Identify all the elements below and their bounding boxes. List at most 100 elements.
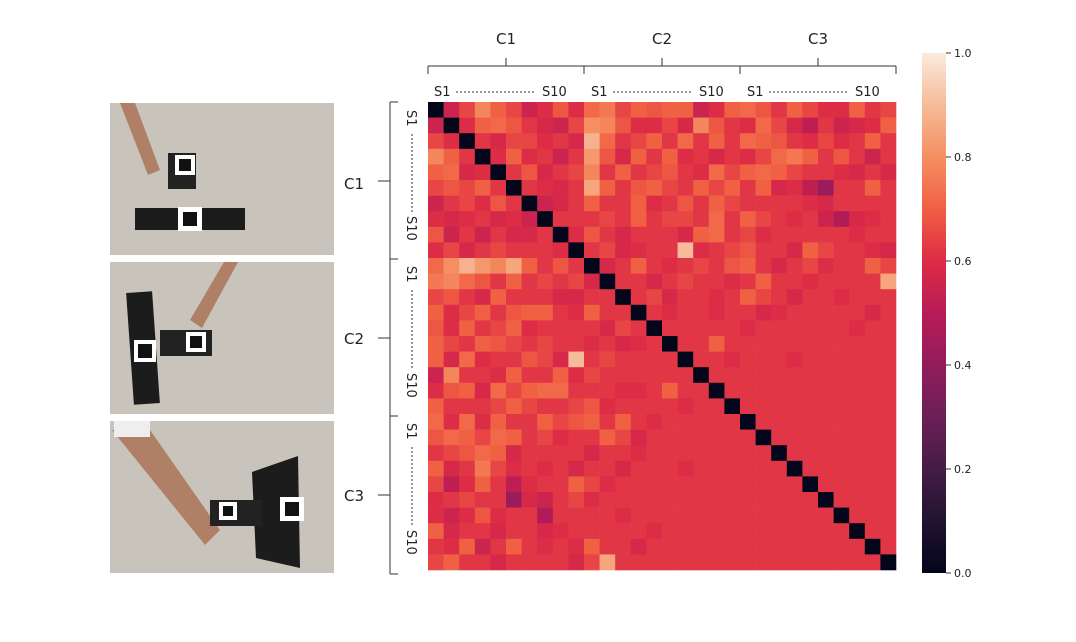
heatmap-cell: [786, 195, 803, 212]
heatmap-cell: [880, 289, 897, 306]
heatmap-cell: [880, 180, 897, 196]
heatmap-cell: [833, 398, 850, 415]
heatmap-cell: [802, 195, 819, 212]
heatmap-cell: [786, 507, 803, 524]
heatmap-cell: [771, 133, 788, 150]
heatmap-cell: [646, 148, 663, 165]
heatmap-cell: [615, 304, 632, 321]
heatmap-cell: [630, 523, 647, 540]
heatmap-cell: [584, 117, 600, 134]
heatmap-cell: [849, 242, 866, 259]
heatmap-cell: [849, 273, 866, 290]
heatmap-cell: [849, 460, 866, 477]
heatmap-cell: [615, 180, 632, 196]
heatmap-cell: [802, 460, 819, 477]
arm-shape: [190, 262, 238, 328]
heatmap-cell: [662, 211, 678, 228]
heatmap-cell: [646, 382, 663, 399]
heatmap-cell: [599, 258, 616, 274]
heatmap-cell: [864, 102, 881, 118]
heatmap-cell: [662, 414, 678, 430]
heatmap-cell: [428, 304, 444, 321]
heatmap-cell: [740, 164, 756, 181]
heatmap-cell: [599, 102, 616, 118]
heatmap-cell: [802, 398, 819, 415]
heatmap-cell: [646, 133, 663, 150]
heatmap-cell: [490, 195, 507, 212]
heatmap-cell: [771, 102, 788, 118]
heatmap-cell: [693, 429, 710, 446]
heatmap-cell: [615, 148, 632, 165]
heatmap-cell: [443, 429, 460, 446]
heatmap-cell: [646, 195, 663, 212]
heatmap-cell: [708, 507, 725, 524]
heatmap-cell: [880, 429, 897, 446]
heatmap-cell: [833, 445, 850, 462]
heatmap-cell: [880, 273, 897, 290]
heatmap-cell: [615, 523, 632, 540]
heatmap-cell: [693, 273, 710, 290]
heatmap-cell: [459, 133, 476, 150]
heatmap-cell: [677, 351, 694, 368]
heatmap-cell: [443, 258, 460, 274]
heatmap-cell: [615, 258, 632, 274]
row-subject-first-2: S1: [403, 266, 418, 283]
heatmap-cell: [459, 102, 476, 118]
heatmap-cell: [428, 460, 444, 477]
heatmap-cell: [755, 367, 772, 384]
heatmap-cell: [771, 242, 788, 259]
heatmap-cell: [490, 226, 507, 243]
heatmap-cell: [818, 523, 834, 540]
col-group-label-c1: C1: [496, 30, 516, 48]
heatmap-cell: [521, 351, 538, 368]
heatmap-cell: [864, 460, 881, 477]
heatmap-cell: [615, 211, 632, 228]
heatmap-cell: [615, 195, 632, 212]
heatmap-cell: [615, 226, 632, 243]
heatmap-cell: [521, 258, 538, 274]
heatmap-cell: [537, 523, 554, 540]
heatmap-cell: [584, 289, 600, 306]
heatmap-cell: [833, 211, 850, 228]
heatmap-cell: [771, 180, 788, 196]
heatmap-cell: [552, 289, 569, 306]
heatmap-cell: [864, 180, 881, 196]
heatmap-cell: [537, 102, 554, 118]
heatmap-cell: [552, 398, 569, 415]
heatmap-cell: [693, 180, 710, 196]
heatmap-cell: [755, 538, 772, 555]
heatmap-cell: [771, 148, 788, 165]
heatmap-cell: [833, 258, 850, 274]
row-group-label-c3: C3: [344, 487, 364, 505]
heatmap-cell: [646, 538, 663, 555]
heatmap-cell: [568, 258, 585, 274]
heatmap-cell: [755, 289, 772, 306]
heatmap-cell: [599, 351, 616, 368]
heatmap-cell: [864, 382, 881, 399]
heatmap-cell: [755, 226, 772, 243]
heatmap-cell: [552, 460, 569, 477]
heatmap-cell: [724, 320, 741, 337]
heatmap-cell: [568, 382, 585, 399]
heatmap-cell: [740, 538, 756, 555]
heatmap-cell: [724, 398, 741, 415]
heatmap-cell: [755, 554, 772, 571]
heatmap-cell: [802, 445, 819, 462]
heatmap-cell: [599, 133, 616, 150]
heatmap-cell: [552, 133, 569, 150]
col-subject-first-3: S1: [747, 85, 764, 100]
heatmap-cell: [646, 320, 663, 337]
heatmap-cell: [428, 273, 444, 290]
heatmap-cell: [677, 102, 694, 118]
heatmap-cell: [459, 242, 476, 259]
heatmap-cell: [880, 226, 897, 243]
heatmap-cell: [506, 367, 522, 384]
heatmap-cell: [786, 258, 803, 274]
heatmap-cell: [443, 367, 460, 384]
heatmap-cell: [833, 429, 850, 446]
heatmap-cell: [443, 289, 460, 306]
heatmap-cell: [490, 336, 507, 352]
heatmap-cell: [864, 351, 881, 368]
heatmap-cell: [849, 320, 866, 337]
heatmap-cell: [880, 554, 897, 571]
